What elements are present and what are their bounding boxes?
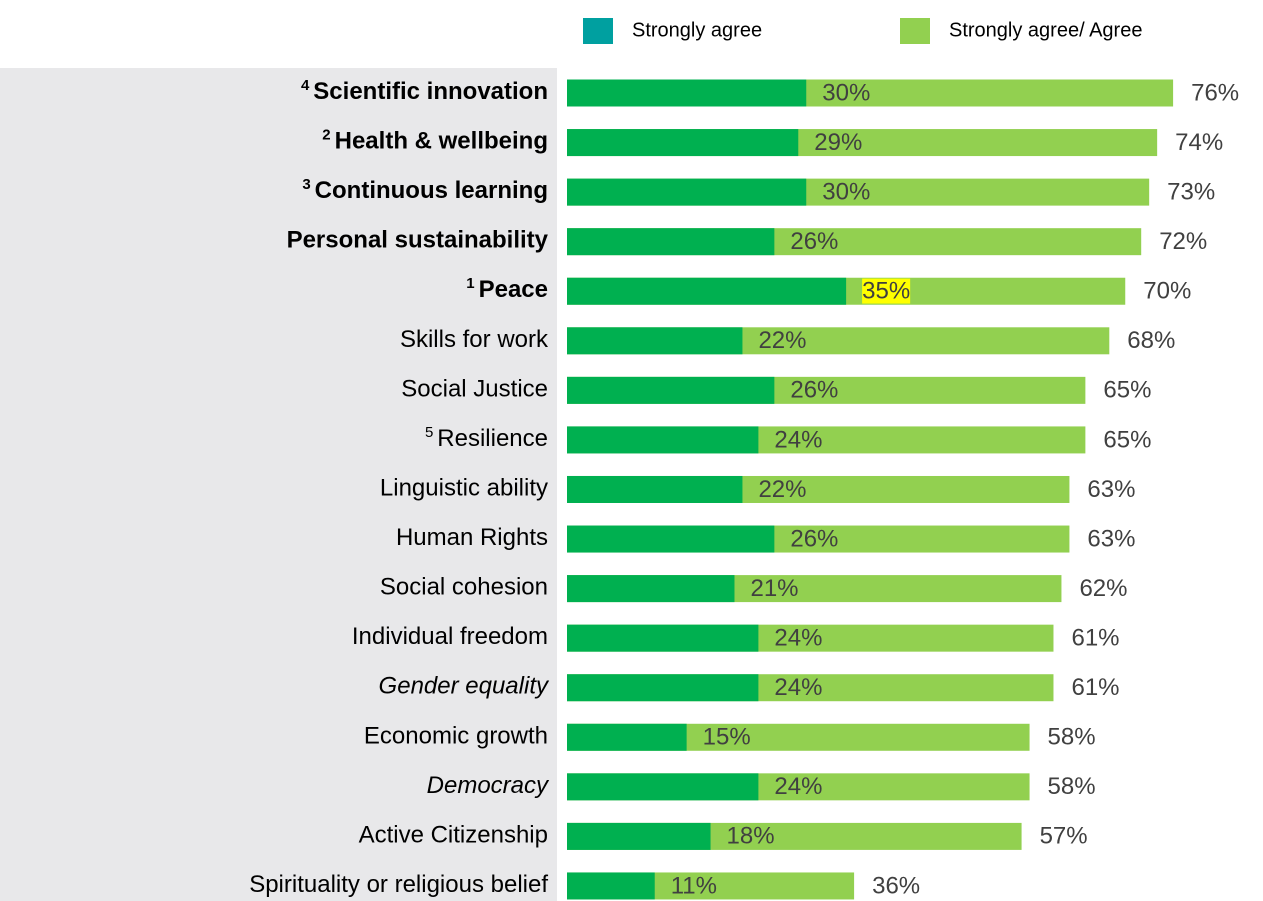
category-label: Economic growth	[364, 723, 548, 750]
category-label: Individual freedom	[352, 624, 548, 651]
bar	[567, 327, 743, 355]
category-label: Linguistic ability	[380, 475, 548, 502]
category-superscript: 3	[302, 176, 310, 193]
legend-label: Strongly agree/ Agree	[949, 19, 1142, 41]
category-name: Resilience	[437, 425, 548, 452]
bar	[567, 822, 711, 850]
category-label: Active Citizenship	[359, 822, 548, 849]
category-name: Individual freedom	[352, 624, 548, 651]
value-label-highlight	[862, 278, 911, 304]
category-label: Gender equality	[379, 673, 550, 700]
legend-swatch	[583, 18, 613, 44]
value-label: 21%	[750, 575, 798, 602]
category-superscript: 1	[466, 275, 474, 292]
value-label: 68%	[1127, 327, 1175, 354]
value-label: 36%	[872, 872, 920, 899]
value-label: 65%	[1103, 377, 1151, 404]
value-label: 72%	[1159, 228, 1207, 255]
category-label: Human Rights	[396, 524, 548, 551]
category-name: Health & wellbeing	[335, 128, 548, 155]
value-label: 30%	[822, 178, 870, 205]
bar	[567, 426, 759, 454]
value-label: 24%	[774, 674, 822, 701]
bar	[567, 624, 759, 652]
value-label: 62%	[1079, 575, 1127, 602]
bar	[567, 773, 759, 801]
category-name: Peace	[479, 277, 548, 304]
value-label: 22%	[758, 327, 806, 354]
category-superscript: 4	[301, 77, 310, 94]
value-label: 74%	[1175, 129, 1223, 156]
label-panel	[0, 68, 557, 901]
category-label: 2 Health & wellbeing	[322, 127, 548, 155]
bar	[567, 575, 735, 603]
bar	[567, 525, 775, 553]
value-label: 70%	[1143, 278, 1191, 305]
category-label: 1 Peace	[466, 275, 548, 303]
category-label: 3 Continuous learning	[302, 176, 548, 204]
value-label: 24%	[774, 426, 822, 453]
value-label: 26%	[790, 228, 838, 255]
value-label: 58%	[1048, 773, 1096, 800]
value-label: 26%	[790, 377, 838, 404]
category-label: Social cohesion	[380, 574, 548, 601]
category-name: Social cohesion	[380, 574, 548, 601]
category-name: Personal sustainability	[287, 227, 549, 254]
category-name: Active Citizenship	[359, 822, 548, 849]
bar	[567, 674, 759, 702]
bar	[567, 872, 655, 900]
category-name: Human Rights	[396, 524, 548, 551]
category-label: Social Justice	[401, 376, 548, 403]
value-label: 26%	[790, 525, 838, 552]
value-label: 30%	[822, 79, 870, 106]
bar	[567, 723, 687, 751]
value-label: 24%	[774, 625, 822, 652]
value-label: 63%	[1087, 525, 1135, 552]
value-label: 15%	[703, 724, 751, 751]
value-label: 61%	[1071, 625, 1119, 652]
bar	[567, 277, 847, 305]
category-name: Scientific innovation	[313, 78, 548, 105]
value-label: 58%	[1048, 724, 1096, 751]
bar	[567, 79, 807, 107]
value-label: 73%	[1167, 178, 1215, 205]
value-label: 18%	[727, 823, 775, 850]
legend-label: Strongly agree	[632, 19, 762, 41]
category-label: Spirituality or religious belief	[249, 871, 548, 898]
category-name: Skills for work	[400, 326, 549, 353]
bar	[567, 376, 775, 404]
value-label: 11%	[671, 872, 717, 899]
value-label: 57%	[1040, 823, 1088, 850]
category-superscript: 2	[322, 127, 330, 144]
value-label: 29%	[814, 129, 862, 156]
category-label: 4 Scientific innovation	[301, 77, 548, 105]
category-name: Social Justice	[401, 376, 548, 403]
category-label: Personal sustainability	[287, 227, 549, 254]
legend-swatch	[900, 18, 930, 44]
value-label: 35%	[862, 278, 910, 305]
category-label: Democracy	[427, 772, 550, 799]
value-label: 24%	[774, 773, 822, 800]
bar	[567, 228, 775, 256]
category-name: Democracy	[427, 772, 550, 799]
category-name: Linguistic ability	[380, 475, 548, 502]
bar	[567, 475, 743, 503]
bar	[567, 129, 799, 157]
category-name: Economic growth	[364, 723, 548, 750]
value-label: 63%	[1087, 476, 1135, 503]
bar	[567, 178, 807, 206]
value-label: 76%	[1191, 79, 1239, 106]
category-label: Skills for work	[400, 326, 549, 353]
value-label: 65%	[1103, 426, 1151, 453]
category-label: 5 Resilience	[425, 424, 548, 452]
category-name: Spirituality or religious belief	[249, 871, 548, 898]
category-superscript: 5	[425, 424, 433, 441]
value-label: 61%	[1071, 674, 1119, 701]
value-label: 22%	[758, 476, 806, 503]
category-name: Gender equality	[379, 673, 550, 700]
category-name: Continuous learning	[315, 177, 548, 204]
